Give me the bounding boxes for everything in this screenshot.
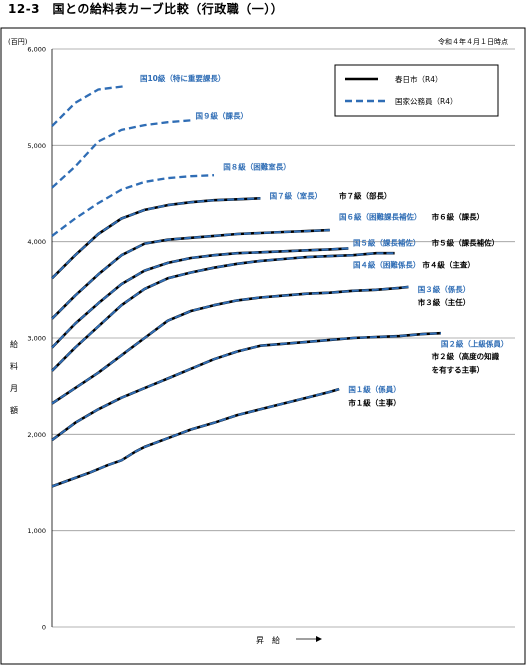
city-grade-label: 市５級（課長補佐） [432,238,500,248]
y-tick-label: 4,000 [27,238,46,246]
gridlines [51,48,515,628]
national-grade-label: 国９級（課長） [196,110,249,120]
series-line-national-5 [51,247,349,349]
series-line-national-6 [51,229,330,320]
series-line-national-3 [51,285,409,405]
y-axis-label-char: 月 [10,384,18,393]
series-annotations: 国10級（特に重要課長） 国９級（課長） 国８級（困難室長） 国７級（室長） 市７級（部… [140,73,508,408]
legend-label-national: 国家公務員（R4） [395,96,457,106]
x-axis-arrow [296,636,322,642]
y-tick-label: 5,000 [27,142,46,150]
series-line-city-1 [51,387,340,488]
series-line-national-4 [51,252,395,372]
y-axis-ticks: 0 1,000 2,000 3,000 4,000 5,000 6,000 [27,46,46,632]
y-axis-label-char: 給 [10,339,18,349]
legend-label-city: 春日市（R4） [395,74,442,84]
national-grade-label: 国８級（困難室長） [223,161,291,171]
national-grade-label: 国６級（困難課長補佐） [339,212,422,222]
national-grade-label: 国10級（特に重要課長） [140,73,225,83]
city-grade-label: 市３級（主任） [418,297,471,307]
y-tick-label: 6,000 [27,46,46,54]
city-grade-label: 市６級（課長） [432,212,485,222]
y-unit-label: (百円) [8,38,28,46]
city-grade-label: を有する主事） [432,365,485,375]
series-line-national-8 [51,174,215,237]
series-line-city-6 [51,228,330,320]
city-grade-label: 市４級（主査） [422,260,475,270]
as-of-date-label: 令和４年４月１日時点 [438,37,508,46]
x-axis-label: 昇 給 [256,635,280,645]
national-grade-label: 国３級（係長） [418,284,471,294]
national-grade-label: 国４級（困難係長） [353,260,421,270]
city-grade-label: 市２級（高度の知識 [432,351,500,361]
series-lines [51,84,441,488]
y-tick-label: 1,000 [27,527,46,535]
y-tick-label: 2,000 [27,431,46,439]
series-line-city-7 [51,197,261,280]
national-grade-label: 国２級（上級係員） [441,339,509,349]
national-grade-label: 国７級（室長） [270,190,323,200]
legend: 春日市（R4） 国家公務員（R4） [334,64,499,117]
city-grade-label: 市１級（主事） [348,397,401,407]
series-line-national-9 [51,119,191,189]
series-line-national-2 [51,332,441,441]
y-tick-label: 3,000 [27,335,46,343]
y-axis-label-char: 料 [10,361,18,371]
national-grade-label: 国１級（係員） [348,384,401,394]
national-grade-label: 国５級（課長補佐） [353,238,421,248]
city-grade-label: 市７級（部長） [339,190,392,200]
y-axis-label-char: 額 [10,405,18,415]
y-tick-label: 0 [42,624,46,632]
series-line-national-10 [51,84,127,127]
series-line-city-5 [51,247,349,349]
legend-box [334,64,499,117]
page-title: 12-3 国との給料表カーブ比較（行政職（一）） [8,2,284,16]
series-line-national-1 [51,388,340,488]
x-axis-arrow-head [316,636,322,642]
chart-frame [0,27,526,665]
